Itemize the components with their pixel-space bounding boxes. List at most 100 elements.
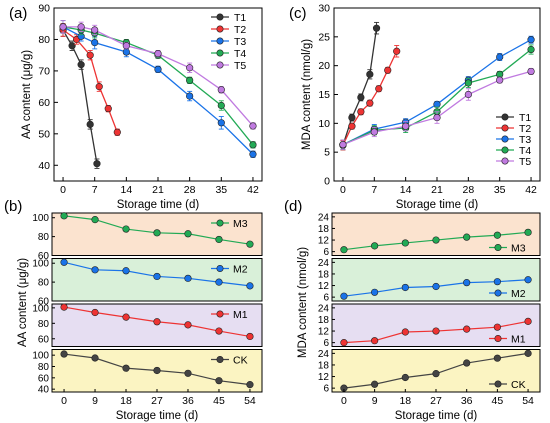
legend-label-M1: M1 [511,334,526,346]
data-point-T2 [375,85,383,93]
data-point-M2 [153,272,161,281]
data-point-T1 [366,70,374,78]
data-point-M1 [493,323,501,331]
data-point-T1 [348,113,356,122]
legend-T2-marker [501,124,509,132]
data-point-T3 [91,38,99,47]
data-point-T5 [91,26,99,34]
y-tick-label: 60 [38,334,50,345]
y-tick-label: 18 [318,315,330,326]
data-point-M3 [184,230,192,238]
x-tick-label: 36 [182,395,194,407]
y-tick-label: 18 [318,224,330,235]
data-point-CK [184,369,192,377]
legend-label-CK: CK [511,379,526,391]
data-point-M1 [524,317,532,325]
legend-T1-marker [216,13,224,21]
legend-label-CK: CK [233,355,248,367]
x-tick-label: 21 [431,184,443,196]
y-tick-label: 5 [324,147,330,159]
data-point-T3 [527,36,535,44]
legend-label-M2: M2 [233,264,248,276]
data-point-T3 [496,53,504,61]
legend-label-T2: T2 [519,123,531,135]
data-point-M2 [432,282,440,291]
legend-M3-marker [216,219,224,227]
legend-T5-marker [501,157,509,165]
y-axis-label: AA content (μg/g) [17,258,29,347]
data-point-M1 [401,328,409,336]
data-point-T1 [357,93,365,101]
data-point-M1 [340,339,348,347]
data-point-CK [153,366,161,375]
y-tick-label: 80 [38,232,50,243]
legend-label-T3: T3 [519,134,531,146]
y-tick-label: 18 [318,269,330,280]
data-point-M3 [246,240,254,248]
y-tick-label: 100 [32,303,49,314]
data-point-T5 [339,141,347,149]
data-point-M2 [493,278,501,286]
y-tick-label: 60 [38,373,50,384]
data-point-T2 [95,83,103,91]
x-tick-label: 28 [184,184,196,196]
legend-label-T4: T4 [234,48,246,60]
data-point-M3 [524,228,532,236]
data-point-CK [91,354,99,362]
y-tick-label: 80 [38,319,50,330]
data-point-T5 [527,67,535,76]
y-tick-label: 40 [38,160,50,172]
legend-label-T5: T5 [519,156,531,168]
data-point-T1 [372,24,381,32]
data-point-M1 [432,327,440,335]
x-tick-label: 28 [463,184,475,196]
legend-label-M1: M1 [233,309,248,321]
legend-T2-marker [216,25,224,33]
x-tick-label: 18 [399,395,411,407]
y-tick-label: 6 [323,247,329,258]
data-point-M2 [122,267,130,275]
data-point-T5 [122,42,130,50]
data-point-CK [60,350,68,358]
data-point-T2 [113,128,121,136]
band-M2 [331,258,541,302]
data-point-M3 [432,236,440,244]
x-tick-label: 7 [92,184,98,196]
data-point-T2 [86,51,94,59]
y-tick-label: 80 [38,362,50,373]
x-tick-label: 36 [461,395,473,407]
x-tick-label: 18 [120,395,132,407]
data-point-M1 [215,327,223,335]
y-axis-label: MDA content (nmol/g) [301,39,313,150]
legend-M1-marker [216,310,224,318]
panel-label: (c) [289,5,307,22]
y-tick-label: 6 [323,293,329,304]
data-point-CK [493,354,501,362]
data-point-T4 [186,76,194,84]
data-point-T2 [366,99,374,107]
x-tick-label: 0 [61,395,67,407]
data-point-T2 [393,47,401,55]
x-tick-label: 35 [494,184,506,196]
y-tick-label: 100 [32,213,49,224]
x-axis-label: Storage time (d) [117,199,200,211]
data-point-M1 [153,318,161,326]
y-tick-label: 12 [318,372,330,383]
y-axis-label: MDA content (nmol/g) [297,247,309,358]
x-tick-label: 21 [152,184,164,196]
data-point-M2 [340,292,348,300]
data-point-T5 [59,23,67,31]
legend-label-M2: M2 [511,288,526,300]
y-tick-label: 25 [318,31,330,43]
data-point-T4 [217,101,225,110]
legend-label-M3: M3 [511,243,526,255]
legend-M1-marker [494,334,502,342]
x-tick-label: 0 [60,184,66,196]
data-point-M2 [371,288,379,296]
data-point-M3 [463,233,471,241]
x-tick-label: 27 [430,395,442,407]
y-tick-label: 40 [38,385,50,396]
data-point-T2 [348,122,356,130]
